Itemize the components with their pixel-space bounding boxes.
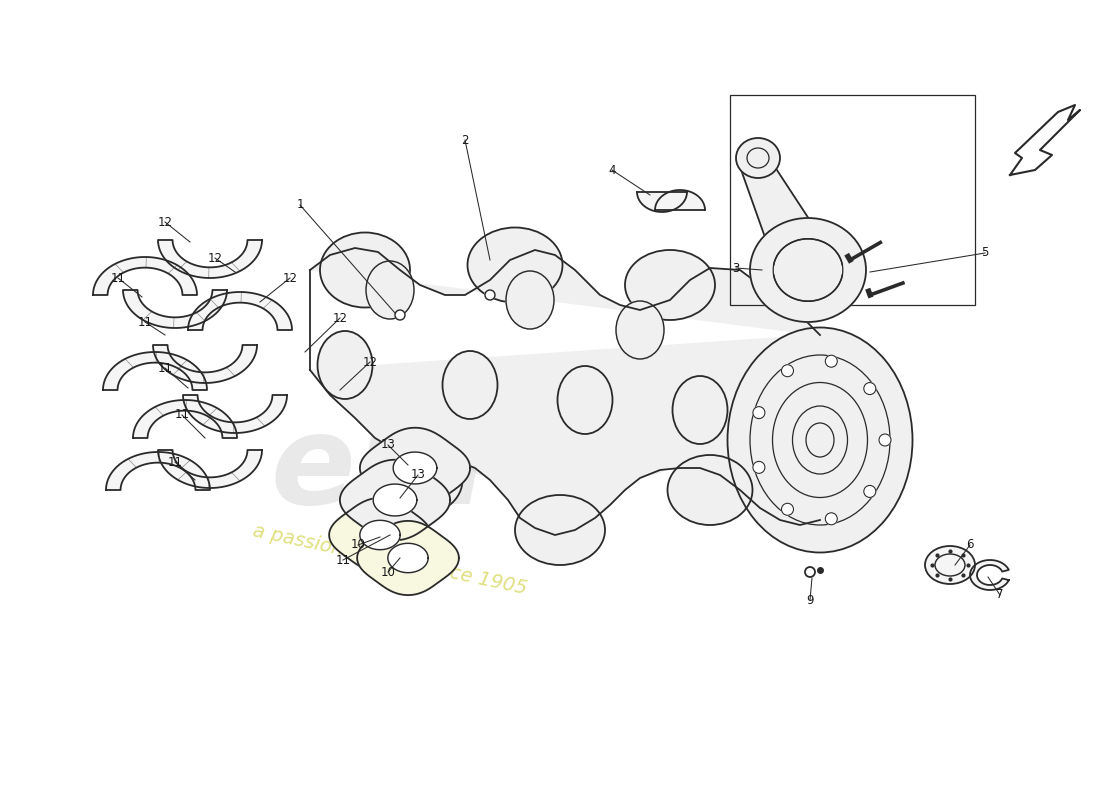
Text: 4: 4	[608, 163, 616, 177]
Circle shape	[781, 365, 793, 377]
Ellipse shape	[750, 218, 866, 322]
Text: 9: 9	[806, 594, 814, 606]
Polygon shape	[310, 248, 820, 535]
Text: 7: 7	[997, 589, 1003, 602]
Circle shape	[395, 310, 405, 320]
Polygon shape	[654, 190, 705, 210]
Text: 13: 13	[410, 469, 426, 482]
Text: 12: 12	[363, 355, 377, 369]
Circle shape	[825, 513, 837, 525]
Polygon shape	[360, 520, 400, 550]
Ellipse shape	[318, 331, 373, 399]
Text: 5: 5	[981, 246, 989, 259]
Text: 3: 3	[733, 262, 739, 274]
Polygon shape	[103, 352, 207, 390]
Circle shape	[805, 567, 815, 577]
Text: 11: 11	[175, 409, 189, 422]
Text: cars: cars	[390, 379, 684, 501]
Ellipse shape	[736, 138, 780, 178]
Text: 1: 1	[296, 198, 304, 211]
Ellipse shape	[320, 233, 410, 307]
Circle shape	[864, 382, 876, 394]
Circle shape	[781, 503, 793, 515]
Ellipse shape	[925, 546, 975, 584]
Ellipse shape	[506, 271, 554, 329]
Bar	[730, 95, 975, 305]
Text: 10: 10	[351, 538, 365, 551]
Polygon shape	[358, 521, 459, 595]
Polygon shape	[123, 290, 227, 328]
Text: 11: 11	[167, 455, 183, 469]
Text: a passion for lars since 1905: a passion for lars since 1905	[251, 522, 529, 598]
Polygon shape	[153, 345, 257, 383]
Text: 12: 12	[332, 311, 348, 325]
Polygon shape	[188, 292, 292, 330]
Text: euro: euro	[270, 410, 592, 530]
Text: 11: 11	[110, 271, 125, 285]
Polygon shape	[637, 192, 688, 212]
Polygon shape	[106, 452, 210, 490]
Ellipse shape	[727, 327, 913, 553]
Text: 11: 11	[138, 315, 153, 329]
Polygon shape	[133, 400, 236, 438]
Text: 12: 12	[283, 271, 297, 285]
Polygon shape	[970, 560, 1009, 590]
Ellipse shape	[442, 351, 497, 419]
Polygon shape	[393, 452, 437, 484]
Ellipse shape	[616, 301, 664, 359]
Polygon shape	[373, 484, 417, 516]
Ellipse shape	[515, 495, 605, 565]
Text: 11: 11	[336, 554, 351, 566]
Polygon shape	[1010, 105, 1080, 175]
Circle shape	[864, 486, 876, 498]
Polygon shape	[183, 395, 287, 433]
Text: 2: 2	[461, 134, 469, 146]
Ellipse shape	[558, 366, 613, 434]
Text: 10: 10	[381, 566, 395, 578]
Ellipse shape	[672, 376, 727, 444]
Text: 13: 13	[381, 438, 395, 451]
Ellipse shape	[668, 455, 752, 525]
Polygon shape	[329, 498, 431, 572]
Text: 12: 12	[208, 251, 222, 265]
Circle shape	[752, 406, 764, 418]
Text: 6: 6	[966, 538, 974, 551]
Polygon shape	[388, 543, 428, 573]
Circle shape	[879, 434, 891, 446]
Text: 11: 11	[157, 362, 173, 374]
Polygon shape	[158, 450, 262, 488]
Polygon shape	[360, 428, 470, 508]
Polygon shape	[158, 240, 262, 278]
Circle shape	[485, 290, 495, 300]
Polygon shape	[340, 460, 450, 540]
Circle shape	[752, 462, 764, 474]
Ellipse shape	[468, 227, 562, 302]
Polygon shape	[94, 257, 197, 295]
Text: 12: 12	[157, 215, 173, 229]
Circle shape	[825, 355, 837, 367]
Polygon shape	[740, 168, 825, 244]
Ellipse shape	[377, 445, 462, 515]
Ellipse shape	[625, 250, 715, 320]
Ellipse shape	[366, 261, 414, 319]
